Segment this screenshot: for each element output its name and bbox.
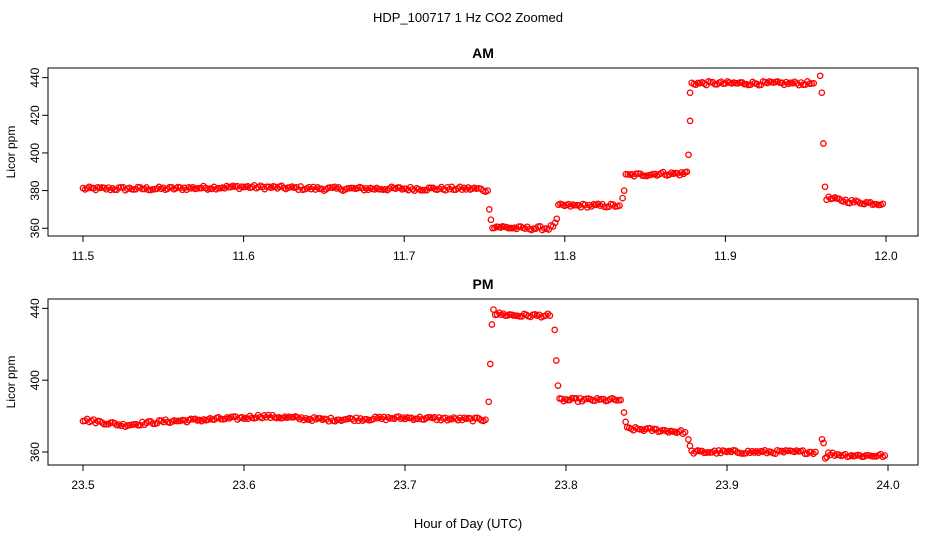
- data-point: [818, 435, 826, 443]
- data-point: [214, 184, 222, 192]
- data-point: [617, 396, 625, 404]
- data-point: [620, 409, 628, 416]
- data-point: [314, 414, 322, 422]
- y-tick-label: 420: [28, 105, 42, 125]
- x-tick-label: 11.7: [393, 249, 416, 263]
- data-point: [683, 168, 691, 176]
- data-point: [636, 426, 644, 433]
- data-point: [685, 151, 692, 159]
- data-point: [419, 186, 427, 194]
- data-point: [490, 306, 497, 313]
- x-tick-label: 11.6: [232, 249, 255, 263]
- data-point: [622, 418, 629, 426]
- y-tick-label: 400: [28, 370, 42, 390]
- x-tick-label: 11.5: [72, 249, 95, 263]
- data-point: [619, 194, 626, 202]
- data-point: [515, 223, 523, 230]
- data-point: [812, 448, 819, 456]
- data-point: [138, 185, 146, 193]
- data-point: [686, 117, 694, 125]
- y-tick-label: 380: [28, 180, 42, 200]
- data-point: [620, 187, 628, 194]
- data-point: [263, 183, 271, 191]
- data-point: [616, 202, 623, 209]
- data-point: [361, 415, 369, 423]
- x-tick-label: 11.9: [714, 249, 737, 263]
- panel-title: PM: [473, 276, 494, 292]
- x-tick-label: 23.8: [554, 478, 578, 492]
- data-point: [552, 357, 560, 364]
- plot-frame: [47, 298, 919, 466]
- y-tick-label: 440: [28, 298, 42, 318]
- x-axis-label: Hour of Day (UTC): [414, 516, 522, 531]
- data-point: [820, 140, 827, 147]
- data-point: [818, 89, 826, 97]
- x-tick-label: 23.5: [71, 478, 95, 492]
- data-point: [172, 417, 180, 425]
- data-point: [486, 360, 494, 368]
- data-point: [738, 450, 746, 457]
- figure-title: HDP_100717 1 Hz CO2 Zoomed: [373, 10, 563, 25]
- y-axis-label: Licor ppm: [4, 126, 18, 179]
- data-point: [482, 416, 489, 424]
- data-point: [554, 382, 562, 389]
- data-point: [551, 219, 559, 227]
- data-point: [488, 321, 496, 328]
- y-tick-label: 360: [28, 442, 42, 462]
- data-point: [375, 185, 383, 193]
- data-point: [326, 184, 334, 191]
- x-tick-label: 24.0: [876, 478, 900, 492]
- y-axis-label: Licor ppm: [4, 356, 18, 409]
- plot-frame: [47, 67, 919, 237]
- data-point: [546, 312, 554, 319]
- data-point: [862, 451, 870, 459]
- x-tick-label: 23.6: [232, 478, 256, 492]
- y-tick-label: 440: [28, 67, 42, 87]
- data-point: [613, 396, 620, 404]
- data-point: [485, 206, 493, 213]
- data-point: [485, 398, 493, 406]
- data-point: [553, 215, 561, 223]
- y-tick-label: 360: [28, 218, 42, 238]
- pm-panel: PM Licor ppm 23.5 23.6 23.7 23.8 23.9 24.0 360 40…: [4, 276, 919, 492]
- data-point: [685, 436, 692, 443]
- data-point: [816, 72, 824, 80]
- data-point: [424, 413, 432, 421]
- data-point: [879, 200, 887, 208]
- x-tick-label: 23.7: [393, 478, 417, 492]
- data-point: [484, 187, 492, 194]
- data-point: [881, 452, 889, 459]
- data-point: [820, 439, 827, 447]
- data-point: [821, 455, 829, 462]
- y-tick-label: 400: [28, 143, 42, 163]
- am-panel: AM Licor ppm 11.5 11.6 11.7 11.8 11.9 12.0 360 38…: [4, 45, 919, 263]
- x-tick-label: 23.9: [715, 478, 739, 492]
- data-point: [681, 428, 689, 436]
- data-point: [810, 79, 818, 87]
- panel-title: AM: [472, 45, 494, 61]
- data-point: [287, 413, 295, 421]
- data-point: [487, 216, 495, 224]
- data-point: [400, 185, 408, 193]
- data-point: [686, 89, 694, 97]
- data-point: [427, 184, 435, 192]
- data-point: [821, 183, 829, 191]
- data-point: [551, 326, 559, 334]
- data-point: [386, 415, 394, 422]
- x-tick-label: 11.8: [554, 249, 577, 263]
- x-tick-label: 12.0: [874, 249, 898, 263]
